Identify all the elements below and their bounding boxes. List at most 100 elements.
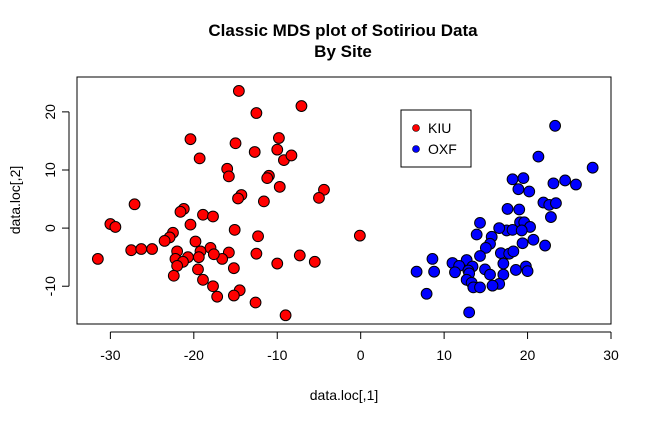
x-tick-label: -10 [267,347,287,363]
data-point-oxf [474,216,486,229]
data-point-kiu [285,149,298,162]
data-point-kiu [308,255,321,268]
data-point-oxf [501,203,514,215]
data-point-oxf [527,233,540,246]
data-point-oxf [449,266,461,279]
data-point-kiu [229,137,242,150]
data-point-oxf [474,281,486,294]
x-tick-label: 10 [436,347,452,363]
data-point-kiu [228,223,241,236]
data-point-kiu [232,85,245,97]
y-tick-label: 20 [42,104,58,120]
data-point-oxf [521,265,534,278]
y-tick-label: 0 [42,224,58,232]
plot-frame [76,76,612,325]
data-point-kiu [197,273,209,286]
data-point-kiu [273,132,285,144]
data-point-kiu [189,235,202,248]
data-point-kiu [109,221,122,233]
data-point-oxf [506,173,519,186]
data-point-oxf [512,183,525,196]
data-point-oxf [509,264,522,276]
x-tick-label: 0 [357,347,365,363]
data-point-oxf [426,253,439,265]
data-point-oxf [547,177,560,190]
legend-label-kiu: KIU [428,120,451,136]
data-point-kiu [184,133,197,146]
data-point-oxf [545,211,557,223]
x-tick-label: 20 [520,347,536,363]
data-point-kiu [271,143,284,156]
data-point-kiu [258,195,270,208]
data-point-kiu [313,191,325,204]
data-point-oxf [428,265,441,278]
data-point-kiu [261,172,274,185]
data-point-oxf [550,197,562,210]
data-point-kiu [227,262,240,275]
x-tick-label: -20 [184,347,204,363]
chart-title-line-2: By Site [314,42,372,61]
data-point-kiu [273,180,286,193]
data-point-kiu [250,247,263,260]
data-point-kiu [227,289,240,302]
data-point-kiu [135,243,148,255]
x-axis-label: data.loc[,1] [310,387,379,403]
data-point-kiu [271,257,284,270]
data-point-kiu [171,259,184,272]
y-axis-label: data.loc[,2] [7,166,23,235]
data-point-oxf [517,172,530,185]
data-point-oxf [474,250,486,262]
data-point-kiu [207,248,220,261]
data-point-oxf [479,241,492,254]
legend-marker-oxf [412,145,420,153]
data-point-oxf [493,222,506,235]
data-point-kiu [211,290,224,303]
x-tick-label: -30 [100,347,120,363]
data-point-kiu [232,192,244,205]
data-point-oxf [516,237,529,250]
data-point-oxf [463,306,476,319]
data-point-oxf [549,119,561,132]
data-point-oxf [470,228,483,241]
data-point-kiu [207,210,219,223]
data-point-kiu [249,296,262,309]
data-point-oxf [559,174,572,187]
x-axis: -30 -20 -10 0 10 20 30 [100,331,619,363]
data-point-oxf [420,287,433,300]
data-point-kiu [207,280,219,293]
data-point-kiu [125,244,138,257]
data-point-kiu [197,208,209,221]
y-axis: -10 0 10 20 [42,104,70,296]
data-point-oxf [515,224,528,237]
data-point-kiu [128,198,141,211]
chart-title-line-1: Classic MDS plot of Sotiriou Data [208,21,478,40]
data-point-oxf [539,239,551,252]
data-point-kiu [353,229,366,242]
data-point-oxf [497,257,510,270]
data-point-kiu [250,107,263,119]
y-tick-label: 10 [42,162,58,178]
points-layer [91,85,599,322]
data-point-kiu [167,269,180,282]
data-point-kiu [192,263,204,276]
legend-box [400,109,472,168]
data-point-kiu [293,249,306,262]
data-point-kiu [146,243,158,255]
data-point-oxf [513,203,526,216]
y-tick-label: -10 [42,276,58,296]
data-point-kiu [192,251,205,264]
legend: KIU OXF [400,109,472,168]
data-point-kiu [222,170,235,183]
data-point-oxf [507,245,520,258]
data-point-kiu [279,309,292,322]
data-point-oxf [586,161,599,174]
legend-label-oxf: OXF [428,141,457,157]
legend-marker-kiu [412,124,420,132]
data-point-oxf [486,279,499,292]
data-point-oxf [484,268,496,281]
data-point-kiu [184,218,197,231]
data-point-kiu [252,230,264,243]
data-point-kiu [248,146,261,158]
